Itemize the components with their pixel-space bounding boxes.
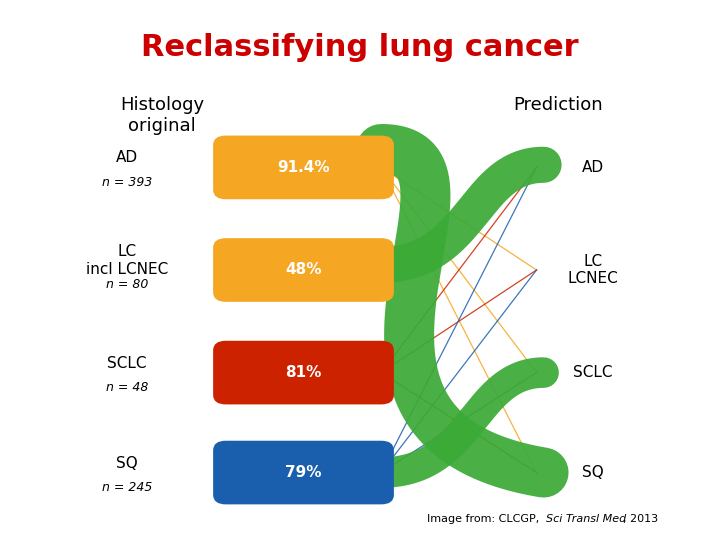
Text: n = 80: n = 80 xyxy=(106,278,148,291)
Text: 79%: 79% xyxy=(285,465,322,480)
Text: Sci Transl Med: Sci Transl Med xyxy=(546,514,626,524)
Text: n = 245: n = 245 xyxy=(102,481,152,494)
Text: Prediction: Prediction xyxy=(513,96,603,114)
Text: SCLC: SCLC xyxy=(573,365,613,380)
Text: LC
incl LCNEC: LC incl LCNEC xyxy=(86,244,168,276)
Text: 48%: 48% xyxy=(285,262,322,278)
Text: Histology
original: Histology original xyxy=(120,96,204,135)
Text: AD: AD xyxy=(582,160,604,175)
FancyBboxPatch shape xyxy=(213,238,394,302)
Text: 91.4%: 91.4% xyxy=(277,160,330,175)
FancyBboxPatch shape xyxy=(213,136,394,199)
Text: SCLC: SCLC xyxy=(107,356,147,370)
Text: SQ: SQ xyxy=(116,456,138,470)
Text: Reclassifying lung cancer: Reclassifying lung cancer xyxy=(141,33,579,62)
Text: Image from: CLCGP,: Image from: CLCGP, xyxy=(427,514,543,524)
FancyBboxPatch shape xyxy=(213,441,394,504)
FancyBboxPatch shape xyxy=(213,341,394,404)
Text: , 2013: , 2013 xyxy=(624,514,659,524)
Text: 81%: 81% xyxy=(285,365,322,380)
Text: AD: AD xyxy=(116,151,138,165)
Text: SQ: SQ xyxy=(582,465,604,480)
Text: n = 393: n = 393 xyxy=(102,176,152,188)
Text: LC
LCNEC: LC LCNEC xyxy=(567,254,618,286)
Text: n = 48: n = 48 xyxy=(106,381,148,394)
